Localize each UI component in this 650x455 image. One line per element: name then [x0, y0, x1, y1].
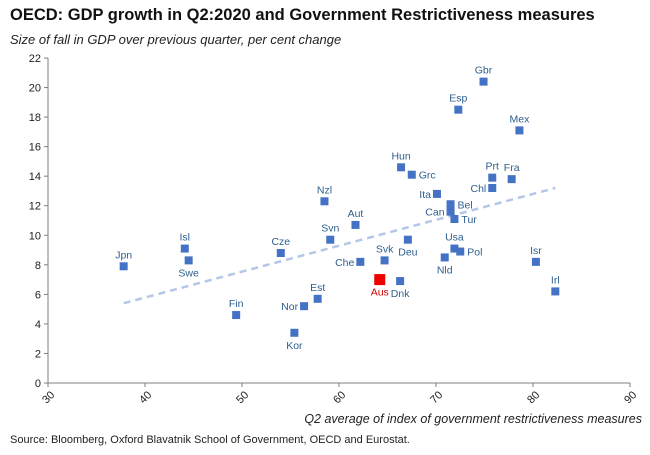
chart-title: OECD: GDP growth in Q2:2020 and Governme…: [10, 6, 595, 24]
trendline-group: [123, 186, 556, 305]
point-marker-ita: [432, 189, 441, 198]
y-tick-label: 18: [29, 112, 41, 124]
point-marker-nzl: [320, 197, 329, 206]
source-note: Source: Bloomberg, Oxford Blavatnik Scho…: [10, 434, 410, 446]
axes: 0 2 4 6 8 10 12 14 16 18 20 22 30 40 50 60 70 80 90: [29, 53, 640, 406]
y-tick-label: 12: [29, 201, 41, 213]
point-label-irl: Irl: [551, 274, 560, 286]
point-marker-che: [356, 257, 365, 266]
y-tick-label: 2: [35, 348, 41, 360]
point-marker-jpn: [119, 262, 128, 271]
x-tick-label: 70: [428, 389, 445, 406]
point-marker-irl: [551, 287, 560, 296]
point-label-tur: Tur: [461, 214, 477, 226]
x-tick-label: 80: [525, 389, 542, 406]
y-tick-label: 8: [35, 260, 41, 272]
point-label-usa: Usa: [445, 232, 464, 244]
point-label-jpn: Jpn: [115, 249, 132, 261]
point-marker-dnk: [396, 277, 405, 286]
point-marker-swe: [184, 256, 193, 265]
x-tick-label: 50: [234, 389, 251, 406]
point-marker-cze: [276, 249, 285, 257]
x-tick-label: 90: [622, 389, 639, 406]
point-label-grc: Grc: [419, 170, 436, 182]
point-marker-prt: [488, 173, 497, 182]
point-label-fra: Fra: [504, 162, 520, 174]
point-label-prt: Prt: [486, 161, 500, 173]
point-label-fin: Fin: [229, 298, 244, 310]
point-label-nzl: Nzl: [317, 184, 332, 196]
y-tick-label: 20: [29, 83, 41, 95]
point-marker-fin: [232, 311, 241, 320]
point-label-isl: Isl: [180, 232, 191, 244]
point-marker-usa: [450, 244, 459, 253]
point-marker-pol: [456, 247, 465, 256]
point-marker-gbr: [479, 77, 488, 86]
point-label-hun: Hun: [391, 150, 410, 162]
y-tick-label: 16: [29, 142, 41, 154]
point-marker-chl: [488, 184, 497, 192]
y-tick-label: 6: [35, 289, 41, 301]
point-marker-nld: [440, 253, 449, 262]
y-tick-label: 22: [29, 53, 41, 65]
point-marker-nor: [300, 302, 309, 311]
point-marker-tur: [450, 215, 459, 224]
point-marker-can: [446, 207, 455, 216]
point-label-swe: Swe: [178, 267, 199, 279]
point-label-isr: Isr: [530, 245, 542, 257]
point-label-est: Est: [310, 282, 325, 294]
point-label-nor: Nor: [281, 301, 298, 313]
point-label-aus: Aus: [371, 287, 389, 299]
point-marker-bel: [446, 200, 455, 209]
point-marker-fra: [507, 175, 516, 184]
point-marker-grc: [407, 170, 416, 179]
point-label-aut: Aut: [348, 208, 364, 220]
x-tick-label: 60: [331, 389, 348, 406]
x-tick-label: 40: [137, 389, 154, 406]
point-label-gbr: Gbr: [475, 65, 493, 77]
point-label-cze: Cze: [271, 236, 290, 248]
point-label-esp: Esp: [449, 93, 467, 105]
point-label-svn: Svn: [321, 223, 339, 235]
point-label-nld: Nld: [437, 264, 453, 276]
point-marker-est: [313, 294, 322, 303]
y-tick-label: 4: [35, 319, 41, 331]
point-marker-kor: [290, 328, 299, 337]
point-marker-isl: [180, 244, 189, 253]
point-marker-aut: [351, 220, 360, 229]
point-marker-aus: [374, 274, 386, 286]
point-label-che: Che: [335, 257, 354, 269]
point-label-dnk: Dnk: [391, 288, 410, 300]
x-axis-title: Q2 average of index of government restri…: [304, 412, 642, 426]
point-marker-hun: [397, 163, 406, 172]
point-marker-isr: [531, 257, 540, 266]
y-tick-label: 14: [29, 171, 41, 183]
point-label-chl: Chl: [470, 183, 486, 195]
point-label-svk: Svk: [376, 243, 394, 255]
point-label-mex: Mex: [509, 113, 530, 125]
point-marker-svn: [326, 235, 335, 244]
trendline: [123, 186, 556, 305]
point-label-deu: Deu: [398, 247, 417, 259]
x-tick-label: 30: [40, 389, 57, 406]
point-marker-svk: [380, 256, 389, 265]
point-label-ita: Ita: [419, 189, 431, 201]
point-marker-mex: [515, 126, 524, 135]
point-label-pol: Pol: [467, 247, 482, 259]
point-label-bel: Bel: [458, 199, 473, 211]
point-marker-deu: [403, 235, 412, 244]
y-tick-label: 0: [35, 378, 41, 390]
point-label-can: Can: [425, 207, 444, 219]
point-label-kor: Kor: [286, 340, 303, 352]
point-marker-esp: [454, 105, 463, 114]
y-tick-label: 10: [29, 230, 41, 242]
y-axis-title: Size of fall in GDP over previous quarte…: [10, 32, 342, 47]
points-group: Jpn Isl Swe Fin Cze Kor Nor Est Nzl Svn Aut Che Aus S…: [115, 65, 559, 352]
